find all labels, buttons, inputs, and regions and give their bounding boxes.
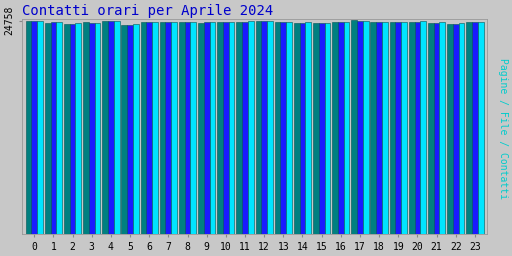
- Bar: [133, 24, 139, 234]
- Bar: [102, 20, 108, 234]
- Bar: [237, 22, 242, 234]
- Bar: [344, 22, 349, 234]
- Bar: [229, 22, 234, 234]
- Bar: [152, 22, 158, 234]
- Bar: [409, 22, 415, 234]
- Bar: [286, 22, 292, 234]
- Bar: [31, 22, 37, 234]
- Bar: [255, 22, 261, 234]
- Bar: [114, 21, 119, 234]
- Bar: [121, 25, 127, 234]
- Bar: [204, 23, 209, 234]
- Bar: [64, 24, 70, 234]
- Text: Contatti orari per Aprile 2024: Contatti orari per Aprile 2024: [22, 4, 273, 18]
- Bar: [305, 22, 311, 234]
- Bar: [363, 21, 369, 234]
- Bar: [351, 20, 357, 234]
- Bar: [395, 22, 401, 234]
- Bar: [376, 22, 382, 234]
- Bar: [275, 23, 281, 234]
- Bar: [248, 22, 253, 234]
- Bar: [357, 21, 363, 234]
- Bar: [415, 22, 420, 234]
- Bar: [439, 22, 445, 234]
- Bar: [371, 22, 376, 234]
- Bar: [190, 22, 196, 234]
- Bar: [160, 22, 165, 234]
- Bar: [319, 23, 325, 234]
- Bar: [89, 23, 95, 234]
- Bar: [382, 22, 388, 234]
- Bar: [325, 23, 330, 234]
- Bar: [70, 24, 75, 234]
- Bar: [390, 23, 395, 234]
- Bar: [300, 23, 305, 234]
- Bar: [428, 23, 434, 234]
- Bar: [401, 22, 407, 234]
- Bar: [179, 23, 185, 234]
- Bar: [127, 25, 133, 234]
- Bar: [198, 23, 204, 234]
- Bar: [209, 22, 216, 234]
- Bar: [434, 23, 439, 234]
- Bar: [185, 22, 190, 234]
- Bar: [223, 22, 229, 234]
- Bar: [459, 23, 464, 234]
- Bar: [472, 22, 478, 234]
- Bar: [217, 22, 223, 234]
- Bar: [141, 23, 146, 234]
- Bar: [171, 22, 177, 234]
- Bar: [478, 22, 483, 234]
- Bar: [466, 23, 472, 234]
- Bar: [26, 21, 31, 234]
- Bar: [420, 22, 426, 234]
- Text: Pagine / File / Contatti: Pagine / File / Contatti: [498, 58, 508, 198]
- Bar: [75, 23, 81, 234]
- Bar: [95, 23, 100, 234]
- Bar: [56, 22, 62, 234]
- Bar: [261, 21, 267, 234]
- Bar: [453, 24, 459, 234]
- Bar: [447, 24, 453, 234]
- Bar: [294, 23, 300, 234]
- Bar: [267, 21, 273, 234]
- Bar: [281, 22, 286, 234]
- Bar: [45, 23, 51, 234]
- Bar: [83, 22, 89, 234]
- Bar: [108, 21, 114, 234]
- Bar: [313, 23, 319, 234]
- Bar: [51, 23, 56, 234]
- Bar: [165, 22, 171, 234]
- Bar: [332, 22, 338, 234]
- Bar: [338, 22, 344, 234]
- Bar: [37, 21, 43, 234]
- Bar: [242, 22, 248, 234]
- Bar: [146, 22, 152, 234]
